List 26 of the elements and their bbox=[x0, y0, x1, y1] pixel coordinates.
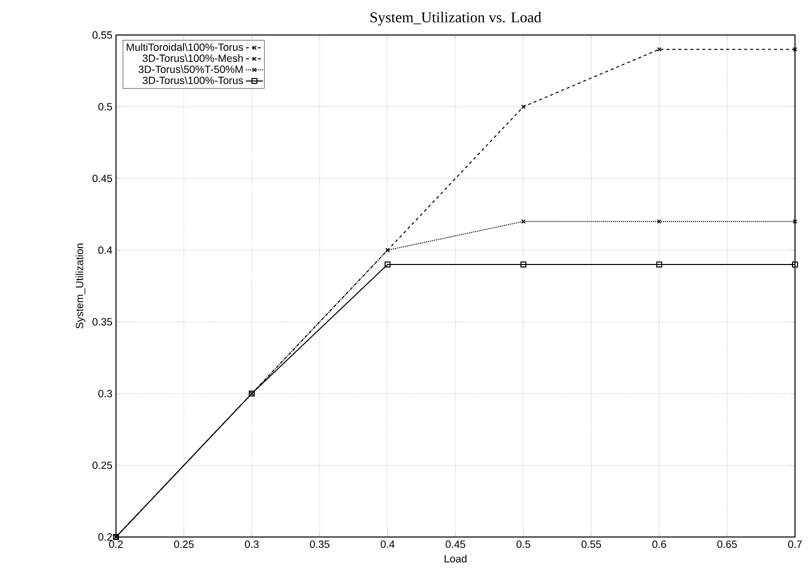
x-tick-label: 0.35 bbox=[310, 540, 330, 548]
y-tick-label: 0.55 bbox=[92, 31, 112, 39]
y-axis-title: System_Utilization bbox=[76, 244, 86, 329]
y-tick-label: 0.5 bbox=[98, 103, 112, 110]
x-tick-label: 0.5 bbox=[516, 540, 530, 548]
x-axis-title: Load bbox=[444, 554, 466, 562]
x-tick-label: 0.45 bbox=[446, 540, 466, 548]
x-tick-label: 0.7 bbox=[788, 540, 802, 548]
legend-label: 3D-Torus\100%-Torus bbox=[142, 76, 244, 84]
y-tick-label: 0.25 bbox=[92, 462, 112, 469]
x-tick-label: 0.2 bbox=[109, 540, 123, 548]
x-tick-label: 0.3 bbox=[244, 540, 259, 548]
legend-label: MultiToroidal\100%-Torus bbox=[126, 43, 244, 51]
legend-label: 3D-Torus\50%T-50%M bbox=[138, 65, 243, 74]
x-tick-label: 0.55 bbox=[582, 540, 602, 548]
y-tick-label: 0.35 bbox=[92, 318, 112, 326]
x-tick-label: 0.4 bbox=[380, 540, 395, 548]
y-tick-label: 0.3 bbox=[98, 390, 112, 398]
y-tick-label: 0.2 bbox=[98, 533, 112, 541]
x-tick-label: 0.6 bbox=[652, 540, 666, 548]
legend-label: 3D-Torus\100%-Mesh bbox=[142, 54, 243, 62]
x-tick-label: 0.65 bbox=[717, 540, 737, 548]
x-tick-label: 0.25 bbox=[174, 540, 194, 548]
chart-title: System_Utilization vs. Load bbox=[370, 12, 542, 26]
y-tick-label: 0.4 bbox=[98, 246, 112, 254]
y-tick-label: 0.45 bbox=[92, 174, 112, 182]
